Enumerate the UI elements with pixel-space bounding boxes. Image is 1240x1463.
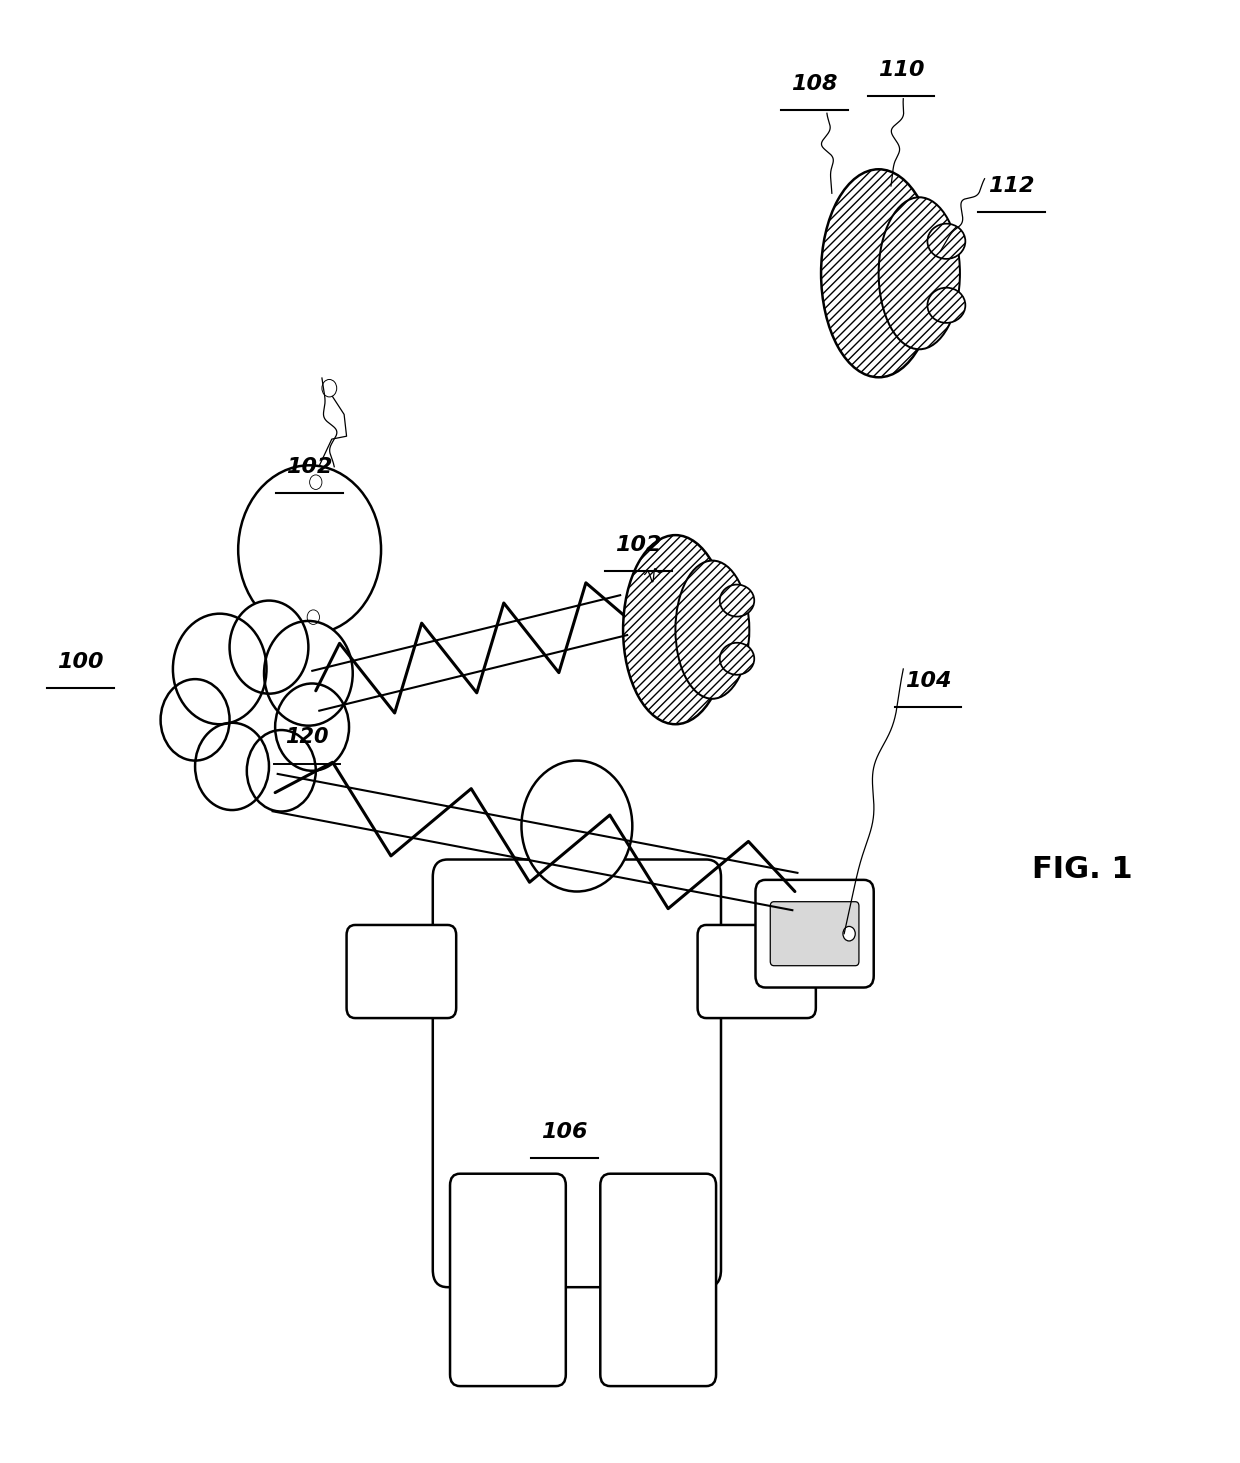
Text: 102: 102 — [615, 535, 662, 556]
Ellipse shape — [719, 642, 754, 674]
Text: 120: 120 — [285, 727, 329, 748]
Circle shape — [322, 379, 337, 396]
Circle shape — [195, 723, 269, 811]
Text: FIG. 1: FIG. 1 — [1032, 856, 1132, 884]
Circle shape — [264, 620, 352, 726]
Ellipse shape — [821, 170, 936, 377]
Circle shape — [308, 610, 320, 625]
FancyBboxPatch shape — [433, 859, 720, 1287]
FancyBboxPatch shape — [450, 1173, 565, 1385]
Ellipse shape — [928, 224, 966, 259]
Text: 108: 108 — [791, 75, 838, 94]
FancyBboxPatch shape — [755, 879, 874, 988]
Text: 104: 104 — [905, 670, 951, 691]
FancyBboxPatch shape — [346, 925, 456, 1018]
Circle shape — [172, 613, 267, 724]
Text: 102: 102 — [286, 456, 332, 477]
Ellipse shape — [676, 560, 749, 699]
Ellipse shape — [879, 198, 960, 350]
Circle shape — [843, 926, 856, 941]
Text: 112: 112 — [988, 176, 1035, 196]
Ellipse shape — [928, 288, 966, 323]
FancyBboxPatch shape — [600, 1173, 715, 1385]
Circle shape — [522, 761, 632, 891]
Circle shape — [238, 465, 381, 633]
Ellipse shape — [622, 535, 728, 724]
FancyBboxPatch shape — [698, 925, 816, 1018]
Circle shape — [229, 601, 309, 693]
Circle shape — [310, 475, 322, 490]
Circle shape — [247, 730, 316, 812]
Circle shape — [275, 683, 348, 771]
Ellipse shape — [719, 585, 754, 616]
Text: 106: 106 — [542, 1122, 588, 1141]
Text: 110: 110 — [878, 60, 924, 79]
Circle shape — [161, 679, 229, 761]
FancyBboxPatch shape — [770, 901, 859, 966]
Text: 100: 100 — [57, 651, 104, 672]
